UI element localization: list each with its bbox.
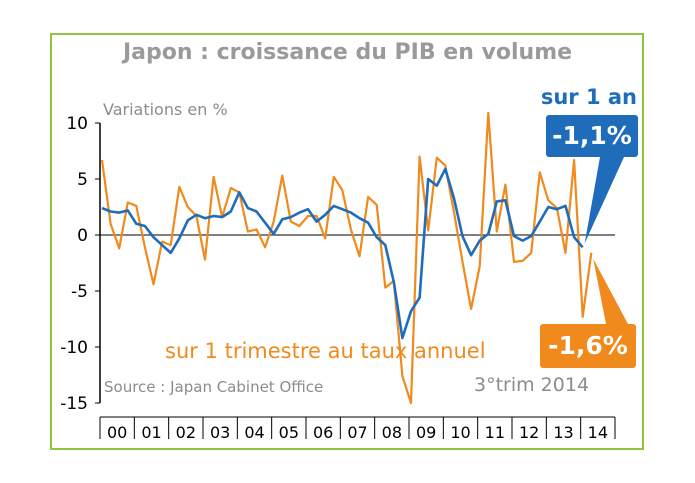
x-tick-label: 10 xyxy=(450,423,470,442)
x-tick-label: 08 xyxy=(382,423,402,442)
y-tick-label: 5 xyxy=(77,170,88,190)
blue-callout-pointer xyxy=(584,157,624,244)
y-tick-label: -10 xyxy=(60,338,88,358)
x-tick-label: 02 xyxy=(176,423,196,442)
y-tick-label: -15 xyxy=(60,394,88,414)
x-tick-label: 11 xyxy=(485,423,505,442)
x-tick-label: 01 xyxy=(141,423,161,442)
period-label: 3°trim 2014 xyxy=(474,374,590,396)
x-tick-label: 12 xyxy=(519,423,539,442)
x-tick-label: 13 xyxy=(553,423,573,442)
x-tick-label: 07 xyxy=(347,423,367,442)
y-tick-label: -5 xyxy=(71,282,88,302)
source-note: Source : Japan Cabinet Office xyxy=(104,378,324,396)
y-axis-label: Variations en % xyxy=(103,100,228,119)
x-tick-label: 06 xyxy=(313,423,333,442)
orange-callout-pointer xyxy=(593,258,628,324)
series-blue-last-value: -1,1% xyxy=(546,115,638,157)
x-tick-label: 03 xyxy=(210,423,230,442)
chart-frame xyxy=(50,33,644,450)
x-tick-label: 14 xyxy=(588,423,608,442)
series-orange-last-value: -1,6% xyxy=(540,324,636,368)
y-tick-label: 0 xyxy=(77,226,88,246)
x-tick-label: 09 xyxy=(416,423,436,442)
y-tick-label: 10 xyxy=(66,114,88,134)
series-blue-label: sur 1 an xyxy=(540,85,637,109)
x-tick-label: 00 xyxy=(107,423,127,442)
x-tick-label: 04 xyxy=(244,423,264,442)
series-orange-label: sur 1 trimestre au taux annuel xyxy=(165,339,486,363)
chart-title: Japon : croissance du PIB en volume xyxy=(122,40,573,65)
x-tick-label: 05 xyxy=(279,423,299,442)
